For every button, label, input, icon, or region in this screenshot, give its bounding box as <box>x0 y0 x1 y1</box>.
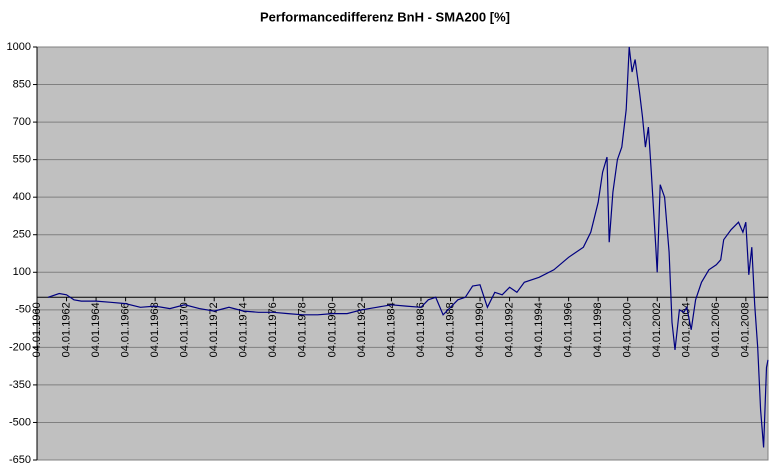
data-line <box>47 46 769 448</box>
x-tick-label: 04.01.1972 <box>208 302 220 357</box>
x-tick-label: 04.01.1978 <box>297 302 309 357</box>
x-tick-label: 04.01.1990 <box>474 302 486 357</box>
x-tick-label: 04.01.2000 <box>622 302 634 357</box>
x-tick-label: 04.01.1984 <box>385 302 397 357</box>
x-tick-label: 04.01.1980 <box>326 302 338 357</box>
x-tick-label: 04.01.1964 <box>90 302 102 357</box>
y-tick-label: -500 <box>9 416 31 428</box>
y-tick-label: -650 <box>9 454 31 466</box>
x-tick-label: 04.01.1970 <box>179 302 191 357</box>
y-tick-label: 700 <box>13 116 31 128</box>
x-tick-label: 04.01.1982 <box>356 302 368 357</box>
plot-area <box>36 46 769 461</box>
chart-title: Performancedifferenz BnH - SMA200 [%] <box>260 9 510 24</box>
x-tick-label: 04.01.1998 <box>592 302 604 357</box>
x-tick-label: 04.01.1994 <box>533 302 545 357</box>
x-tick-label: 04.01.2002 <box>651 302 663 357</box>
y-tick-label: 850 <box>13 78 31 90</box>
x-tick-label: 04.01.1960 <box>31 302 43 357</box>
x-tick-label: 04.01.1974 <box>238 302 250 357</box>
x-tick-label: 04.01.1996 <box>563 302 575 357</box>
y-tick-label: 100 <box>13 266 31 278</box>
x-tick-label: 04.01.1986 <box>415 302 427 357</box>
y-tick-label: 1000 <box>7 41 31 53</box>
x-tick-label: 04.01.1992 <box>503 302 515 357</box>
x-tick-label: 04.01.2008 <box>740 302 752 357</box>
x-tick-label: 04.01.1968 <box>149 302 161 357</box>
x-tick-label: 04.01.2006 <box>710 302 722 357</box>
x-tick-label: 04.01.1962 <box>60 302 72 357</box>
x-tick-label: 04.01.2004 <box>681 302 693 357</box>
y-tick-label: 550 <box>13 154 31 166</box>
y-tick-label: 250 <box>13 229 31 241</box>
y-tick-label: -200 <box>9 341 31 353</box>
x-tick-label: 04.01.1976 <box>267 302 279 357</box>
x-tick-label: 04.01.1988 <box>444 302 456 357</box>
x-tick-label: 04.01.1966 <box>120 302 132 357</box>
y-tick-label: -50 <box>15 304 31 316</box>
y-tick-label: -350 <box>9 379 31 391</box>
y-tick-label: 400 <box>13 191 31 203</box>
